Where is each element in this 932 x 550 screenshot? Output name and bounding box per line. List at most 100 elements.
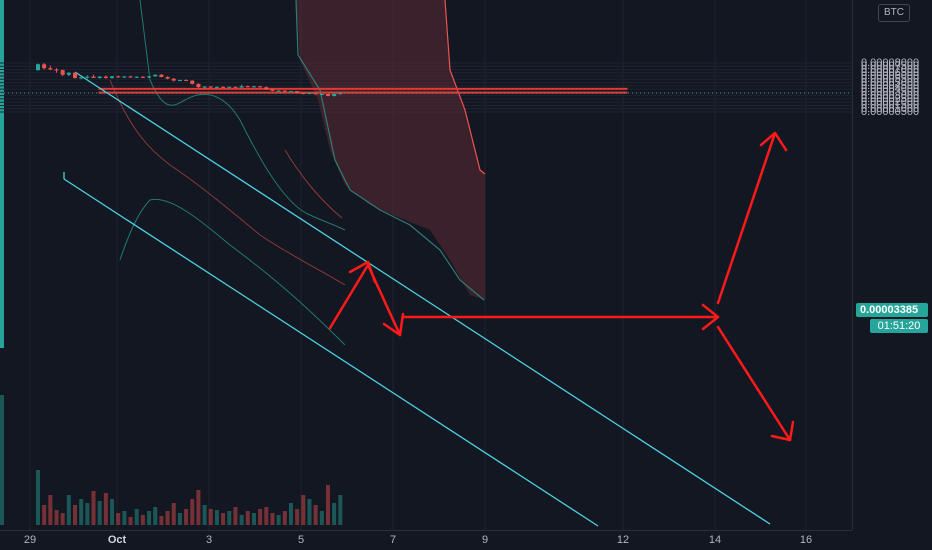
volume-bar	[196, 490, 201, 525]
price-tick-label: 0.00006000	[861, 70, 920, 83]
volume-bar	[325, 485, 330, 525]
volume-bar	[42, 505, 47, 525]
arrowhead-bear	[770, 420, 795, 442]
candle-body	[54, 69, 59, 71]
volume-bar	[73, 505, 78, 525]
candle-body	[36, 64, 40, 71]
candle-body	[313, 93, 318, 95]
currency-badge[interactable]: BTC	[878, 4, 910, 22]
volume-bar	[91, 491, 96, 525]
price-tick-label: 0.00001500	[861, 99, 920, 112]
resistance-zone	[98, 91, 628, 94]
volume-bar	[208, 509, 213, 525]
candle-body	[301, 93, 306, 95]
cloud-fill	[296, 0, 485, 300]
volume-bar	[36, 470, 40, 525]
volume-bars	[0, 395, 343, 525]
price-tick-label: 0.00004000	[861, 83, 920, 96]
candle-body	[116, 76, 121, 78]
price-axis[interactable]: 0.00008000 0.00007500 0.00007000 0.00006500…	[852, 0, 932, 530]
time-tick-label: 16	[799, 534, 813, 546]
upper-band-line	[139, 0, 346, 231]
volume-bar	[153, 507, 158, 525]
candle-body	[245, 86, 250, 88]
volume-bar	[270, 513, 275, 525]
resistance-zone	[98, 87, 628, 90]
candle-body	[264, 87, 269, 90]
channel-lower-line	[63, 178, 599, 527]
volume-bar	[202, 505, 207, 525]
bear-target-arrow	[716, 325, 792, 442]
candle-body	[288, 91, 293, 93]
volume-bar	[245, 511, 250, 525]
arrowhead-down	[382, 312, 405, 337]
candle-body	[319, 94, 324, 96]
candle-body	[202, 86, 207, 88]
candle-body	[233, 86, 238, 88]
time-tick-label: 3	[205, 534, 213, 546]
volume-bar	[338, 495, 343, 525]
volume-bar	[221, 513, 226, 525]
time-tick-label: 29	[23, 534, 37, 546]
candle-body	[103, 76, 108, 79]
price-tick-label: 0.00005000	[861, 76, 920, 89]
volume-bar	[48, 495, 53, 525]
volume-bar	[258, 509, 263, 525]
arrowhead-right	[701, 303, 720, 331]
volume-bar	[140, 515, 145, 525]
candle-body	[184, 79, 189, 81]
candle-body	[73, 72, 78, 79]
price-tick-label: 0.00007500	[861, 60, 920, 73]
price-tick-label: 0.00002500	[861, 92, 920, 105]
candle-body	[159, 74, 164, 78]
candle-body	[338, 93, 343, 95]
volume-bar	[147, 511, 152, 525]
candle-body	[79, 77, 84, 79]
cloud-edge-green	[295, 0, 485, 301]
price-tick-label: 0.00001000	[861, 102, 920, 115]
candle-body	[66, 72, 71, 75]
price-tick-label: 0.00003000	[861, 89, 920, 102]
chart-pane[interactable]	[0, 0, 852, 530]
volume-bar	[85, 503, 90, 525]
volume-bar	[66, 495, 71, 525]
price-tick-label: 0.00002000	[861, 96, 920, 109]
price-chart[interactable]	[0, 0, 852, 530]
resistance-zones[interactable]	[98, 87, 628, 94]
candle-body	[258, 86, 263, 88]
volume-bar	[288, 503, 293, 525]
time-tick-label: 7	[389, 534, 397, 546]
candle-body	[134, 76, 139, 78]
volume-bar	[332, 503, 337, 525]
candle-body	[190, 80, 195, 84]
candle-body	[165, 77, 170, 79]
volume-bar	[319, 511, 324, 525]
candle-body	[147, 76, 152, 78]
volume-bar	[214, 510, 219, 525]
volume-bar	[171, 503, 176, 525]
volume-bar	[282, 511, 287, 525]
candle-body	[282, 90, 287, 92]
descending-channel[interactable]	[63, 71, 771, 527]
volume-bar	[190, 499, 195, 525]
candle-body	[251, 86, 256, 88]
candle-body	[332, 94, 337, 96]
projection-arrows[interactable]	[328, 131, 795, 442]
candle-body	[128, 76, 133, 78]
volume-bar	[60, 513, 65, 525]
volume-bar	[103, 493, 108, 525]
volume-bar	[159, 516, 164, 525]
ema-line	[284, 149, 343, 219]
candle-body	[122, 76, 127, 78]
volume-bar	[97, 501, 102, 525]
time-axis[interactable]: 29 Oct 3 5 7 9 12 14 16	[0, 530, 852, 550]
candle-body	[208, 86, 213, 88]
time-tick-label: 14	[708, 534, 722, 546]
middle-band-line	[109, 79, 346, 286]
candle-body	[171, 78, 176, 81]
time-tick-label: 5	[297, 534, 305, 546]
volume-bar	[165, 511, 170, 525]
candle-body	[196, 83, 201, 88]
volume-bar	[307, 499, 312, 525]
ichimoku-cloud	[295, 0, 486, 301]
